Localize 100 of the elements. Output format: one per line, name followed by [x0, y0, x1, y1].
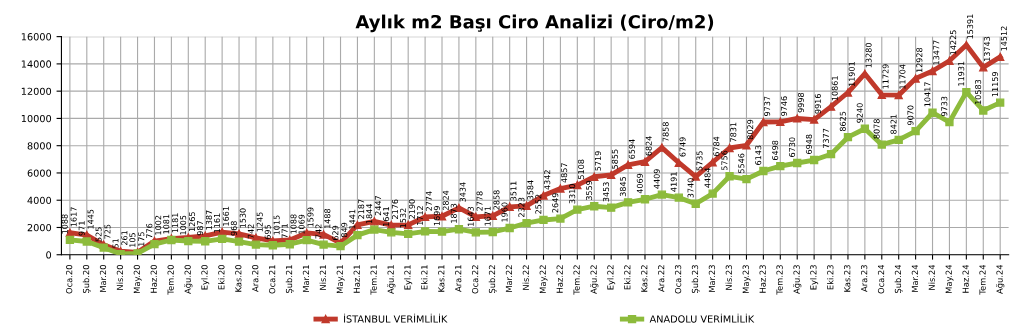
- data-label: 7858: [662, 122, 669, 142]
- x-tick-label: Eki.20: [218, 265, 225, 290]
- data-label: 5855: [611, 149, 618, 169]
- data-label: 1441: [349, 209, 356, 229]
- data-label: 1161: [213, 213, 221, 233]
- data-label: 1181: [172, 213, 179, 233]
- data-label: 14512: [1000, 26, 1007, 51]
- data-label: 105: [129, 233, 136, 247]
- data-label: 10861: [831, 76, 838, 101]
- y-tick-label: 14000: [21, 60, 52, 68]
- y-tick-label: 16000: [21, 33, 52, 41]
- data-label: 13743: [983, 36, 991, 61]
- y-tick-label: 6000: [27, 169, 52, 177]
- x-tick-label: Şub.21: [285, 265, 294, 294]
- data-label: 771: [281, 224, 288, 239]
- legend-label: İSTANBUL VERİMLİLİK: [344, 313, 448, 323]
- x-tick-label: Haz.20: [150, 265, 157, 293]
- x-tick-label: Tem.23: [776, 265, 783, 295]
- x-tick-label: May.21: [336, 265, 345, 293]
- data-label: 4191: [670, 172, 677, 192]
- legend-label: ANADOLU VERİMLİLİK: [649, 313, 755, 323]
- x-tick-label: May.24: [945, 264, 954, 293]
- data-label: 3453: [602, 182, 610, 202]
- y-tick-label: 10000: [21, 114, 52, 123]
- x-tick-label: Tem.21: [370, 265, 377, 295]
- x-tick-label: Şub.23: [691, 265, 700, 294]
- data-label: 9916: [814, 94, 821, 114]
- x-tick-label: Ağu.23: [793, 265, 802, 294]
- data-label: 13280: [865, 43, 872, 68]
- data-label: 11729: [882, 64, 889, 89]
- data-label: 3434: [459, 182, 466, 202]
- data-label: 1599: [307, 207, 314, 227]
- data-label: 7831: [730, 122, 737, 142]
- data-label: 13477: [933, 40, 940, 65]
- x-tick-label: Eyl.20: [201, 265, 210, 290]
- data-label: 1015: [273, 215, 280, 235]
- x-tick-label: Kas.23: [844, 265, 851, 292]
- x-tick-label: Tem.22: [573, 265, 580, 295]
- data-label: 8421: [890, 114, 897, 134]
- data-label: 1712: [416, 206, 423, 225]
- data-label: 3740: [687, 178, 694, 198]
- data-label: 9070: [907, 105, 914, 126]
- data-label: 6784: [713, 136, 720, 157]
- x-tick-label: Ağu.21: [387, 265, 396, 294]
- data-label: 10583: [975, 79, 982, 105]
- x-tick-label: Haz.22: [556, 265, 563, 293]
- data-label: 10417: [924, 82, 931, 107]
- x-tick-label: Tem.20: [167, 265, 174, 295]
- data-label: 742: [247, 224, 254, 239]
- data-label: 6824: [645, 136, 652, 156]
- data-label: 8625: [839, 111, 846, 132]
- x-tick-label: Mar.23: [708, 265, 716, 292]
- y-tick-label: 8000: [27, 142, 52, 150]
- data-label: 1005: [180, 215, 187, 235]
- data-label: 4069: [636, 173, 643, 194]
- data-label: 695: [264, 225, 271, 240]
- data-label: 2323: [518, 197, 525, 217]
- x-tick-label: Oca.23: [674, 265, 682, 294]
- data-label: 4342: [544, 170, 551, 190]
- data-label: 525: [95, 227, 102, 242]
- x-tick-label: Haz.21: [353, 265, 360, 293]
- x-tick-label: Eyl.22: [607, 265, 616, 290]
- data-label: 5756: [721, 150, 728, 171]
- x-tick-label: Şub.24: [894, 264, 903, 294]
- data-label: 8029: [747, 119, 754, 140]
- data-label: 968: [230, 221, 237, 236]
- data-label: 1699: [433, 206, 440, 226]
- data-label: 3559: [586, 180, 593, 201]
- data-label: 8078: [873, 119, 880, 139]
- data-label: 1617: [70, 207, 77, 227]
- data-label: 776: [146, 223, 153, 238]
- data-label: 1641: [383, 207, 390, 226]
- data-label: 1387: [205, 210, 212, 230]
- x-tick-label: Şub.20: [82, 265, 91, 294]
- data-label: 11901: [848, 62, 855, 87]
- data-label: 971: [78, 221, 85, 236]
- data-label: 1265: [188, 212, 196, 232]
- x-tick-label: Nis.20: [116, 265, 124, 290]
- x-tick-label: Kas.21: [438, 265, 445, 292]
- data-label: 629: [332, 225, 339, 241]
- x-tick-label: Tem.24: [979, 264, 986, 295]
- data-label: 725: [104, 224, 111, 239]
- data-label: 1488: [324, 208, 331, 229]
- x-tick-label: Oca.21: [268, 265, 276, 294]
- data-label: 3310: [569, 184, 576, 204]
- data-label: 4857: [561, 163, 568, 183]
- x-tick-label: May.23: [742, 265, 751, 293]
- x-tick-label: Eki.22: [624, 265, 631, 290]
- data-label: 51: [112, 238, 119, 248]
- x-tick-label: Kas.22: [641, 265, 648, 292]
- data-label: 3511: [510, 181, 517, 201]
- data-label: 2778: [476, 191, 483, 211]
- data-label: 1671: [484, 206, 491, 226]
- data-label: 3584: [527, 180, 534, 200]
- x-tick-label: Eyl.21: [404, 265, 413, 290]
- data-label: 6749: [679, 137, 686, 157]
- x-tick-label: Oca.20: [66, 265, 73, 294]
- data-label: 14225: [950, 30, 957, 55]
- data-label: 1960: [501, 202, 508, 222]
- data-label: 1661: [222, 206, 229, 226]
